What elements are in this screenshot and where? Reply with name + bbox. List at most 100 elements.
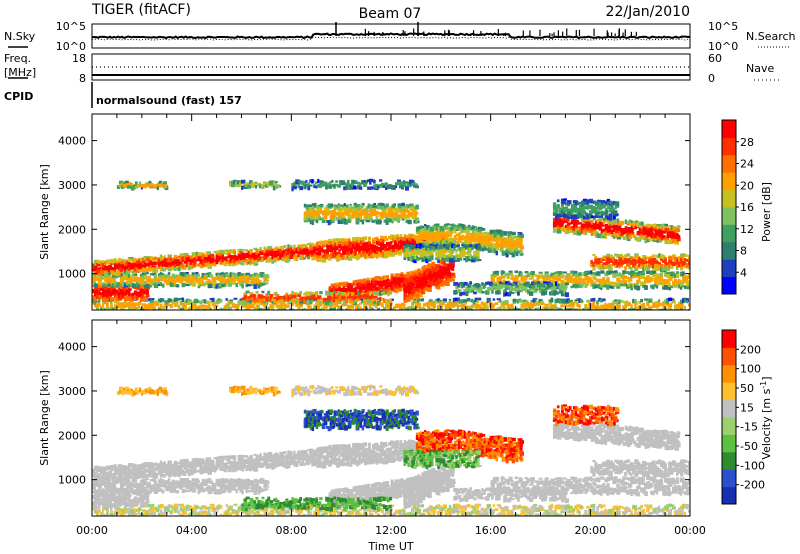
- power-cell: [644, 298, 648, 301]
- power-cell: [117, 282, 122, 285]
- power-cell: [235, 307, 240, 310]
- power-cell: [370, 277, 374, 281]
- power-cell: [325, 300, 330, 305]
- power-cell: [449, 241, 453, 245]
- power-cell: [388, 241, 391, 245]
- power-cell: [343, 210, 346, 216]
- power-cell: [103, 272, 108, 278]
- power-cell: [471, 233, 474, 237]
- power-cell: [606, 304, 610, 310]
- power-cell: [447, 270, 451, 275]
- power-cell: [157, 273, 161, 277]
- power-cell: [421, 289, 426, 294]
- power-cell: [419, 272, 422, 278]
- power-cell: [203, 299, 207, 304]
- power-cell: [626, 300, 629, 304]
- power-cell: [417, 232, 421, 236]
- power-cell: [341, 204, 346, 208]
- power-cell: [249, 261, 252, 266]
- power-cell: [522, 299, 527, 302]
- power-cell: [405, 277, 409, 281]
- power-cell: [263, 298, 267, 302]
- power-cell: [666, 299, 670, 304]
- power-cell: [425, 282, 429, 288]
- power-cell: [209, 257, 213, 262]
- power-cell: [369, 303, 372, 307]
- power-cell: [353, 300, 356, 304]
- power-cell: [147, 304, 151, 309]
- power-cell: [469, 226, 474, 231]
- power-cell: [123, 300, 127, 303]
- power-cell: [361, 219, 365, 225]
- power-cell: [395, 249, 399, 252]
- power-cell: [436, 307, 440, 310]
- power-cell: [251, 303, 255, 308]
- power-cell: [337, 205, 342, 208]
- power-cell: [453, 229, 456, 233]
- power-cell: [139, 308, 143, 310]
- power-cell: [205, 251, 208, 255]
- power-cell: [155, 301, 160, 305]
- power-cell: [342, 246, 346, 251]
- power-cell: [267, 299, 271, 303]
- power-cell: [427, 264, 430, 270]
- power-cell: [339, 207, 344, 212]
- power-cell: [271, 254, 274, 260]
- power-cell: [379, 302, 383, 306]
- power-cell: [447, 265, 451, 271]
- power-cell: [163, 259, 167, 264]
- power-cell: [271, 305, 275, 310]
- power-cell: [395, 234, 400, 238]
- power-cell: [177, 305, 180, 309]
- power-cell: [363, 305, 368, 310]
- power-cell: [393, 245, 397, 249]
- power-cell: [123, 271, 127, 274]
- power-cell: [215, 304, 219, 307]
- power-cell: [417, 279, 422, 283]
- power-cell: [207, 261, 211, 264]
- power-cell: [491, 243, 495, 247]
- power-cell: [119, 283, 124, 289]
- power-cell: [101, 282, 106, 287]
- power-cell: [320, 247, 324, 251]
- power-cell: [209, 275, 212, 278]
- power-cell: [371, 208, 375, 213]
- power-cell: [309, 291, 312, 296]
- power-cell: [333, 307, 336, 310]
- power-cell: [239, 275, 244, 279]
- power-cell: [229, 301, 232, 305]
- power-cell: [317, 204, 321, 208]
- power-cell: [115, 293, 120, 298]
- power-cell: [337, 220, 342, 224]
- power-cell: [127, 271, 131, 274]
- power-cell: [466, 297, 471, 302]
- power-cell: [383, 290, 387, 295]
- power-cell: [153, 261, 158, 264]
- power-cell: [350, 249, 354, 254]
- power-cell: [433, 232, 438, 237]
- power-cell: [209, 309, 213, 310]
- power-cell: [411, 237, 415, 241]
- power-cell: [368, 244, 371, 248]
- power-cell: [445, 235, 449, 239]
- power-cell: [330, 283, 335, 287]
- power-cell: [327, 208, 330, 212]
- power-cell: [307, 303, 310, 307]
- power-cell: [129, 279, 133, 283]
- power-cell: [354, 279, 359, 283]
- power-cell: [295, 299, 299, 304]
- power-cell: [97, 295, 101, 298]
- power-cell: [316, 242, 321, 245]
- power-cell: [231, 277, 235, 282]
- power-cell: [439, 265, 442, 270]
- power-cell: [133, 258, 138, 263]
- power-cell: [303, 244, 308, 249]
- power-cell: [584, 307, 587, 310]
- power-cell: [451, 273, 454, 277]
- power-cell: [393, 208, 397, 212]
- power-cell: [337, 291, 340, 296]
- power-cell: [297, 299, 302, 304]
- power-cell: [135, 303, 139, 306]
- power-cell: [307, 218, 311, 222]
- power-cell: [354, 237, 357, 240]
